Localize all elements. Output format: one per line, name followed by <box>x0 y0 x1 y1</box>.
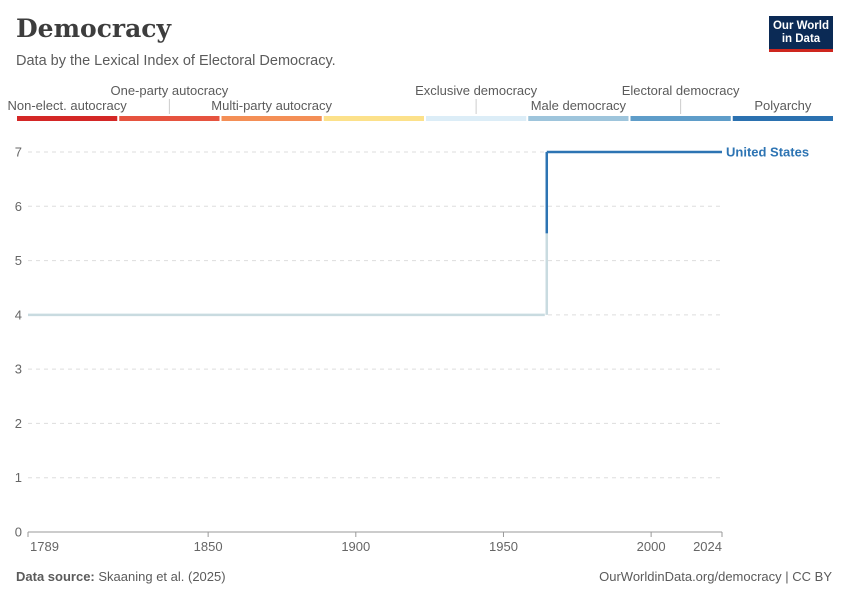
y-tick-label: 1 <box>15 470 22 485</box>
y-tick-label: 6 <box>15 199 22 214</box>
x-tick-label: 1850 <box>194 539 223 554</box>
axes: 0 1 2 3 4 5 6 7 1789 1850 1900 1950 2000 2024 <box>15 145 723 554</box>
chart-title: Democracy <box>16 14 172 43</box>
credit-link[interactable]: OurWorldinData.org/democracy | CC BY <box>599 569 832 584</box>
y-tick-label: 2 <box>15 416 22 431</box>
data-source-label: Data source: <box>16 569 95 584</box>
data-source-text[interactable]: Skaaning et al. (2025) <box>98 569 226 584</box>
data-source: Data source: Skaaning et al. (2025) <box>16 569 226 584</box>
legend-label: One-party autocracy <box>110 83 228 98</box>
legend-label: Polyarchy <box>754 98 812 113</box>
series-layer: United States <box>28 145 809 317</box>
y-tick-label: 3 <box>15 362 22 377</box>
x-tick-label: 2024 <box>693 539 722 554</box>
y-tick-label: 5 <box>15 253 22 268</box>
y-tick-label: 0 <box>15 525 22 540</box>
x-tick-label: 1900 <box>341 539 370 554</box>
x-tick-label: 2000 <box>637 539 666 554</box>
legend-swatch <box>323 116 424 121</box>
x-tick-label: 1789 <box>30 539 59 554</box>
x-tick-label: 1950 <box>489 539 518 554</box>
legend-swatch <box>732 116 833 121</box>
series-label: United States <box>726 145 809 160</box>
legend-label: Exclusive democracy <box>415 83 538 98</box>
legend-swatch <box>221 116 322 121</box>
legend-label: Electoral democracy <box>622 83 740 98</box>
chart-subtitle: Data by the Lexical Index of Electoral D… <box>16 53 336 69</box>
legend-swatch <box>630 116 731 121</box>
owid-logo[interactable]: Our World in Data <box>769 16 833 52</box>
y-tick-label: 4 <box>15 307 22 322</box>
logo-line-2: in Data <box>781 32 821 45</box>
legend-swatch <box>426 116 527 121</box>
legend-swatch <box>17 116 118 121</box>
legend-swatch <box>119 116 220 121</box>
legend-label: Male democracy <box>531 98 627 113</box>
legend-swatch <box>528 116 629 121</box>
legend-label: Non-elect. autocracy <box>8 98 128 113</box>
legend-label: Multi-party autocracy <box>211 98 332 113</box>
logo-line-1: Our World <box>772 20 829 32</box>
y-tick-label: 7 <box>15 145 22 160</box>
